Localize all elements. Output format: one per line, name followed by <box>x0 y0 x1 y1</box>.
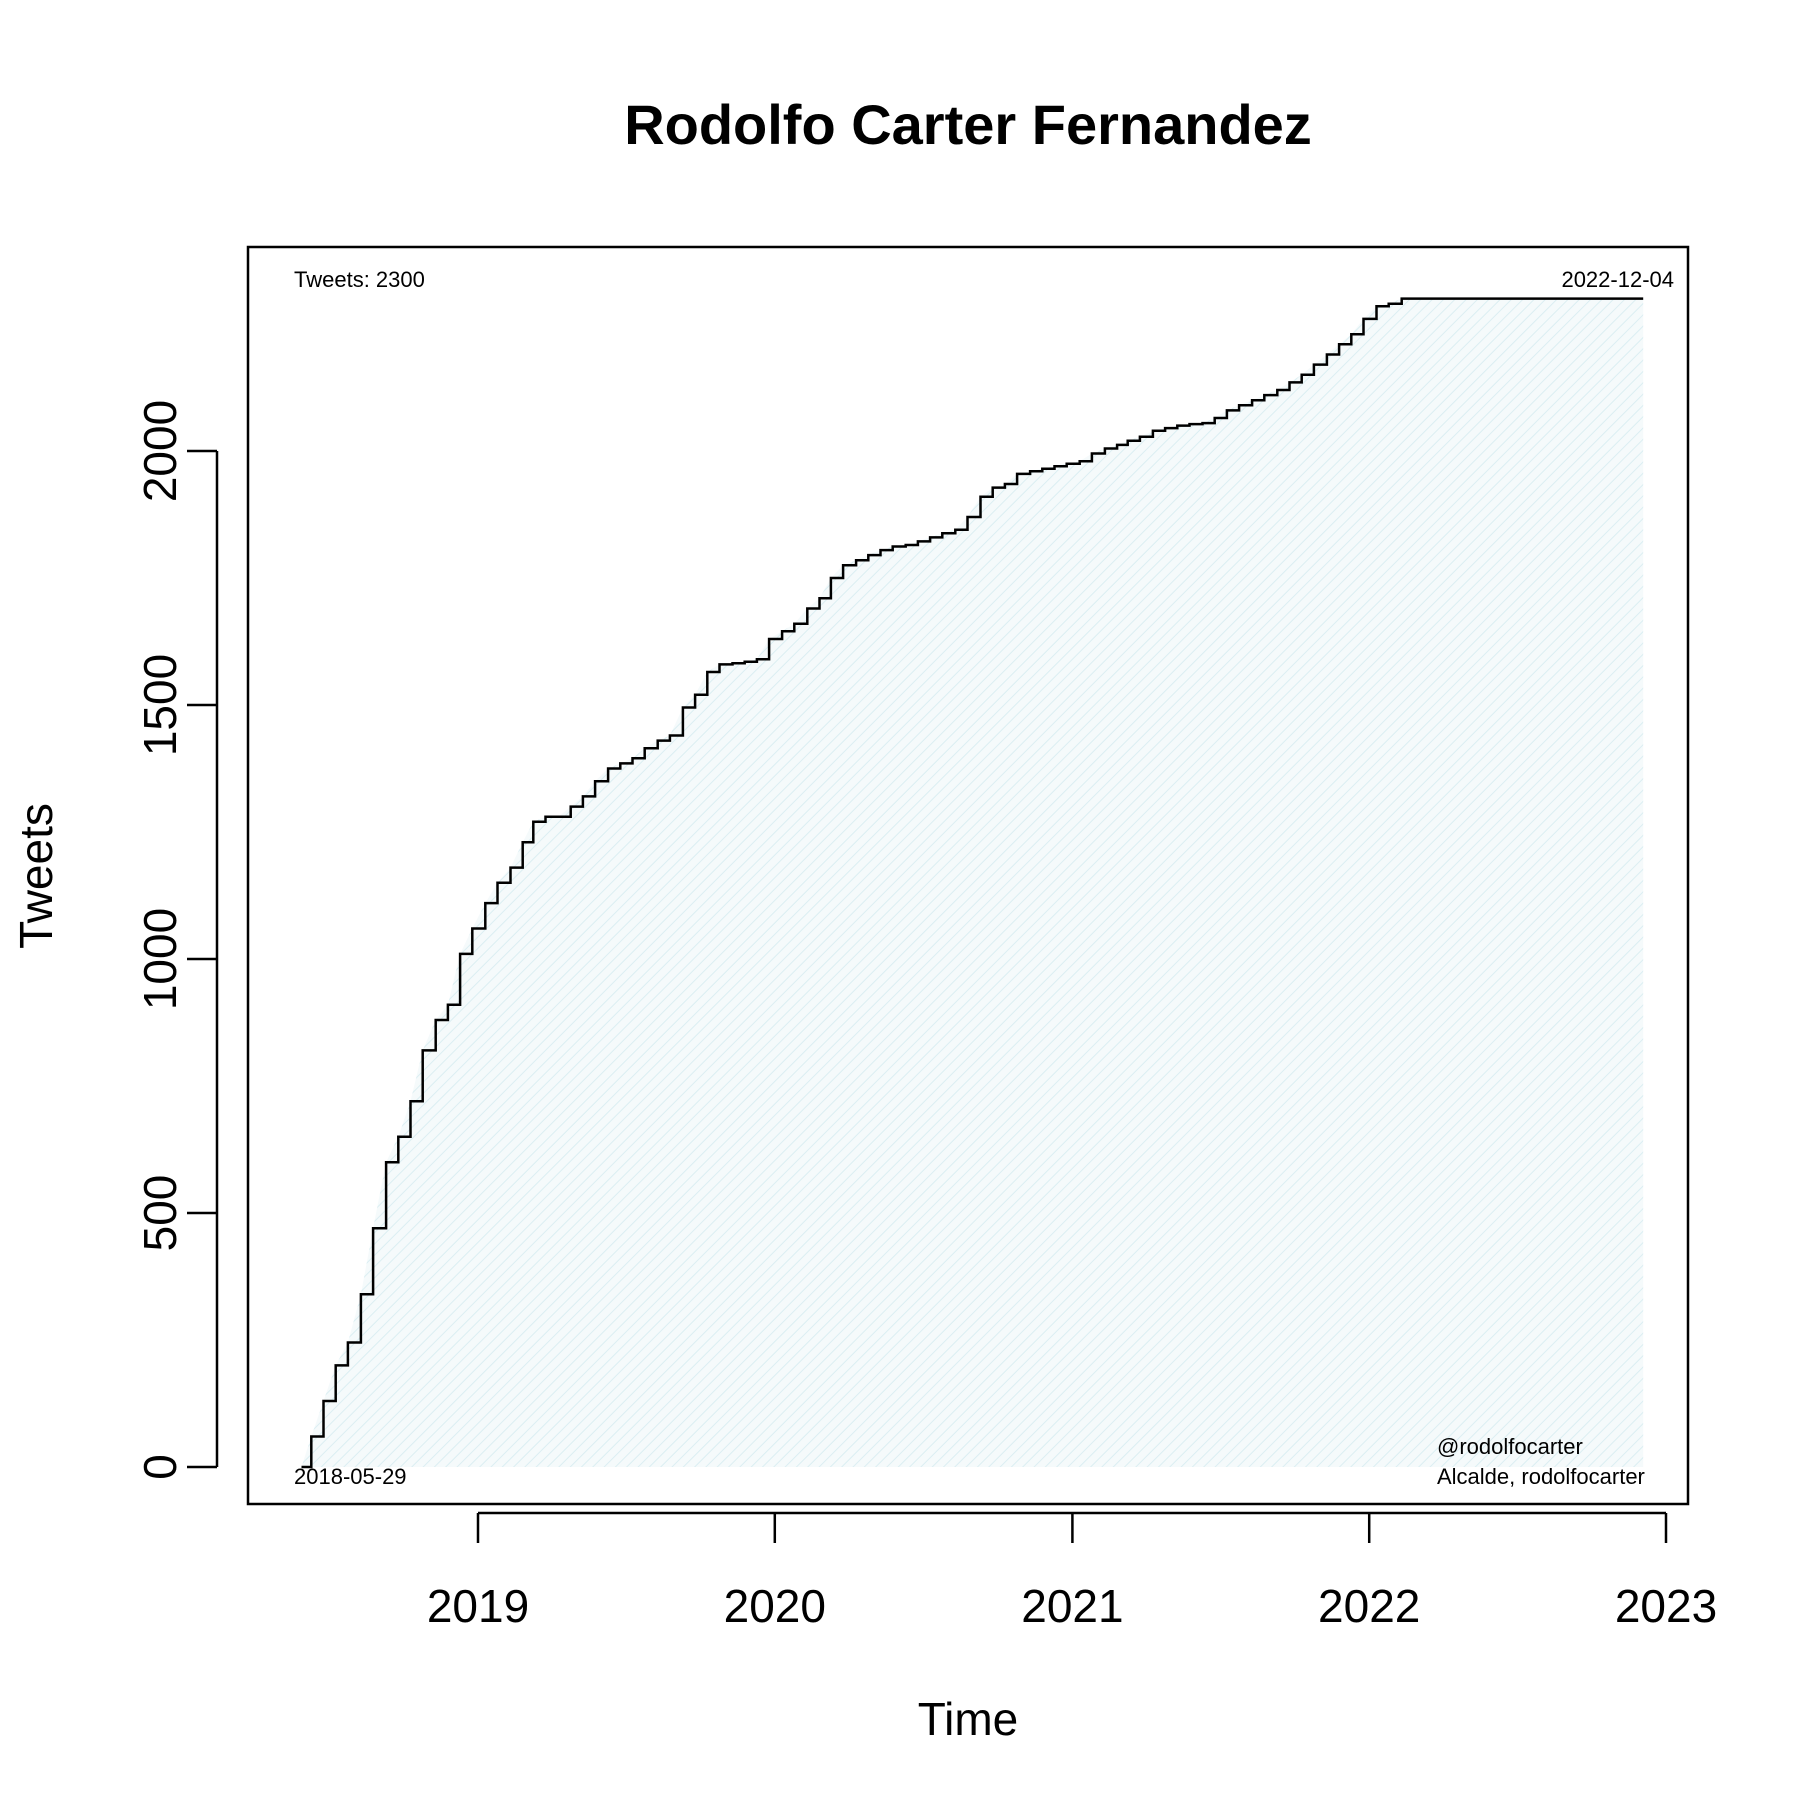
y-tick-label: 500 <box>134 1175 186 1252</box>
description-annotation: Alcalde, rodolfocarter <box>1437 1464 1645 1489</box>
y-tick-label: 1500 <box>134 654 186 756</box>
x-tick-label: 2020 <box>724 1580 826 1632</box>
y-axis-label: Tweets <box>10 803 62 949</box>
plot-frame <box>246 245 1690 1506</box>
x-tick-label: 2019 <box>427 1580 529 1632</box>
x-tick-label: 2023 <box>1615 1580 1717 1632</box>
series-area <box>301 298 1644 1468</box>
tweets-count-annotation: Tweets: 2300 <box>294 267 425 292</box>
x-tick-label: 2022 <box>1318 1580 1420 1632</box>
handle-annotation: @rodolfocarter <box>1437 1434 1583 1459</box>
y-tick-label: 0 <box>134 1454 186 1480</box>
series-line <box>301 297 1644 1469</box>
chart-title: Rodolfo Carter Fernandez <box>624 93 1312 156</box>
line-layer <box>301 297 1644 1469</box>
y-tick-label: 2000 <box>134 400 186 502</box>
y-tick-label: 1000 <box>134 908 186 1010</box>
y-axis: 0 500 1000 1500 2000 <box>134 400 219 1480</box>
area-layer <box>301 298 1644 1468</box>
x-tick-label: 2021 <box>1021 1580 1123 1632</box>
x-axis: 2019 2020 2021 2022 2023 <box>427 1511 1717 1632</box>
end-date-annotation: 2022-12-04 <box>1561 267 1674 292</box>
x-axis-label: Time <box>918 1693 1019 1745</box>
start-date-annotation: 2018-05-29 <box>294 1464 407 1489</box>
